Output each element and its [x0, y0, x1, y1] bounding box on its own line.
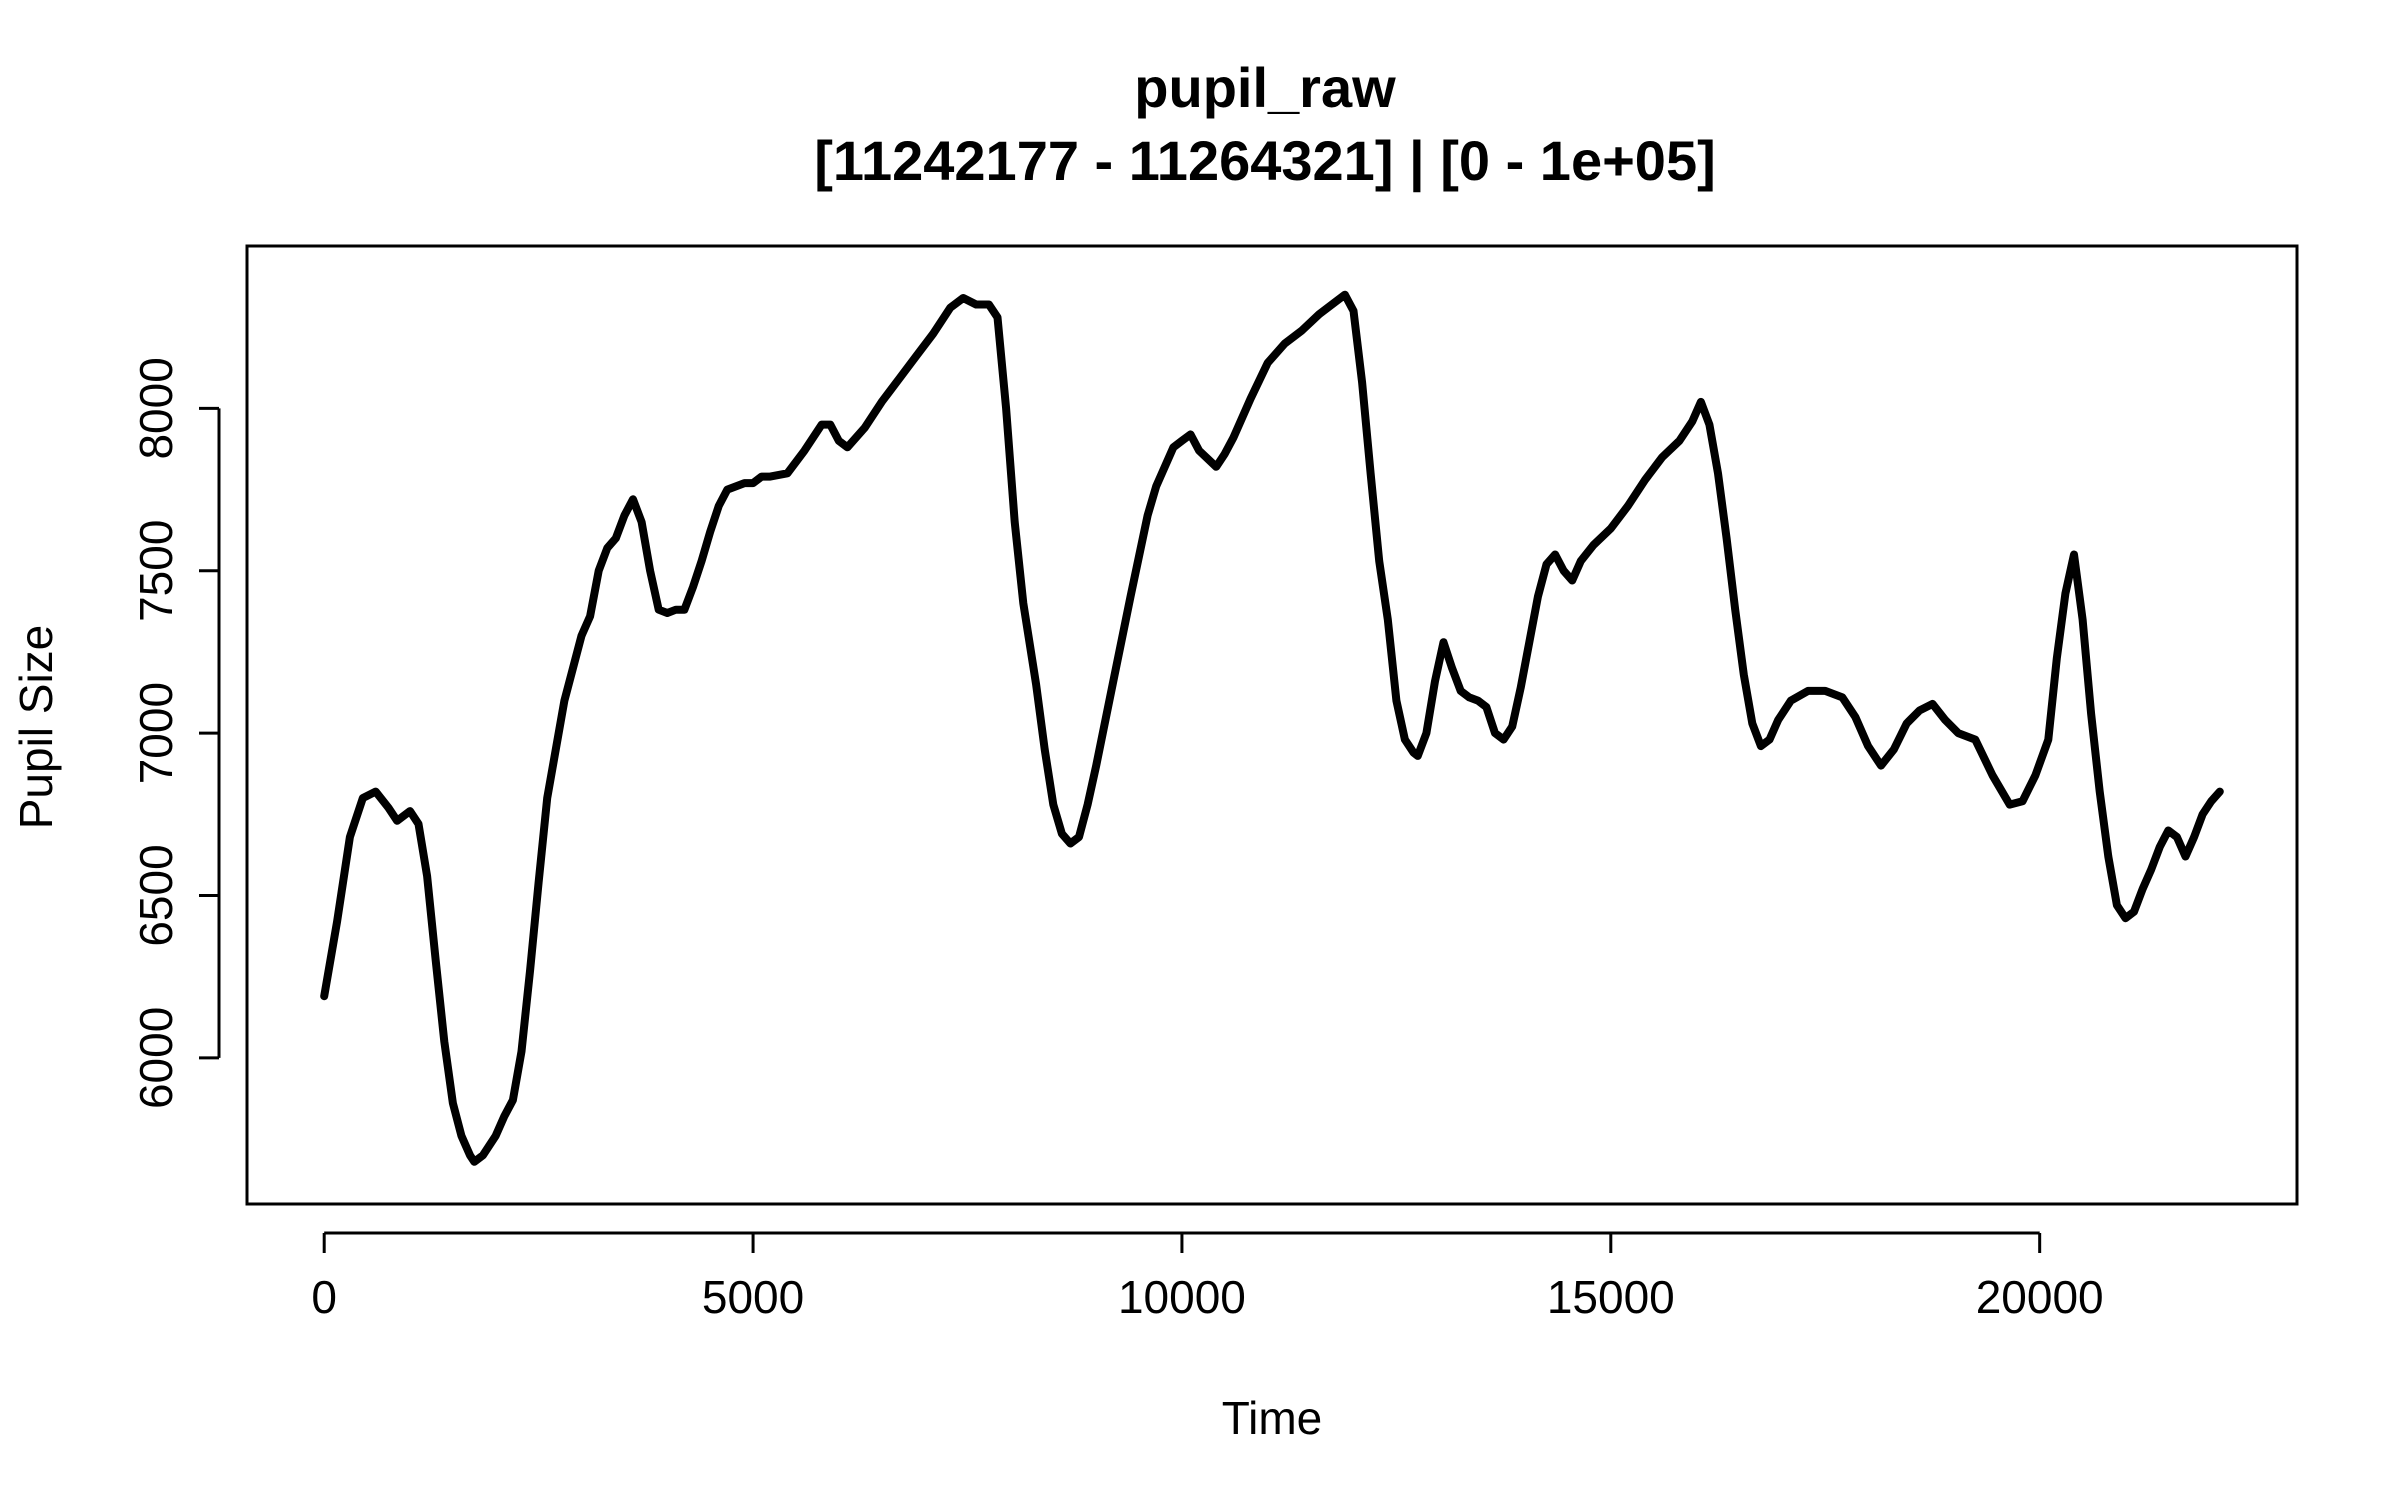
x-tick-label: 10000: [1118, 1271, 1246, 1323]
y-tick-label: 8000: [130, 357, 182, 459]
series-line: [320, 290, 2224, 1166]
x-tick-label: 15000: [1547, 1271, 1675, 1323]
chart-title: pupil_raw: [1134, 56, 1396, 119]
y-tick-label: 7500: [130, 520, 182, 622]
y-tick-label: 7000: [130, 682, 182, 784]
x-tick-label: 0: [311, 1271, 337, 1323]
plot-frame: [245, 244, 2299, 1206]
x-tick-label: 5000: [702, 1271, 804, 1323]
y-axis-title: Pupil Size: [10, 625, 62, 830]
x-tick-label: 20000: [1976, 1271, 2104, 1323]
series-layer: [320, 290, 2224, 1166]
x-axis: 0 5000 10000 15000 20000: [311, 1231, 2104, 1323]
y-tick-label: 6500: [130, 844, 182, 946]
y-axis: 6000 6500 7000 7500 8000: [130, 357, 221, 1109]
x-axis-title: Time: [1222, 1392, 1323, 1444]
chart-subtitle: [11242177 - 11264321] | [0 - 1e+05]: [814, 129, 1715, 193]
y-tick-label: 6000: [130, 1007, 182, 1109]
